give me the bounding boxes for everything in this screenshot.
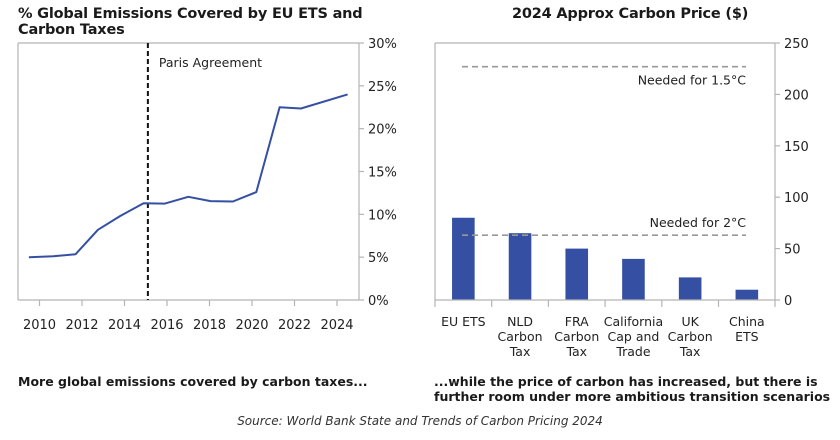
y-tick-label: 5% <box>368 251 389 266</box>
y-tick-label: 30% <box>368 37 397 52</box>
category-label: NLD <box>507 314 533 329</box>
source-note: Source: World Bank State and Trends of C… <box>237 414 603 428</box>
x-tick-label: 2016 <box>150 318 183 333</box>
y-tick-label: 25% <box>368 80 397 95</box>
right-chart-title: 2024 Approx Carbon Price ($) <box>512 6 749 22</box>
category-label: ETS <box>735 329 759 344</box>
bar-uk-carbon-tax <box>678 277 702 300</box>
target-1-5c-label: Needed for 1.5°C <box>638 73 747 88</box>
y-tick-label: 200 <box>784 88 809 103</box>
category-label: EU ETS <box>441 314 486 329</box>
y-tick-label: 15% <box>368 166 397 181</box>
left-line-chart: 0% 5% 10% 15% 20% 25% 30% 2010 2012 2014 2016 2018 2… <box>17 37 397 333</box>
category-label: Carbon <box>554 329 599 344</box>
right-caption: ...while the price of carbon has increas… <box>434 374 831 404</box>
paris-agreement-label: Paris Agreement <box>159 55 262 70</box>
y-tick-label: 100 <box>784 191 809 206</box>
x-tick-label: 2010 <box>23 318 56 333</box>
y-tick-label: 10% <box>368 208 397 223</box>
bar-nld-carbon-tax <box>508 233 532 300</box>
x-tick-label: 2014 <box>108 318 141 333</box>
x-tick-label: 2024 <box>320 318 353 333</box>
category-label: California <box>604 314 663 329</box>
category-label: Tax <box>509 344 531 359</box>
y-tick-label: 150 <box>784 140 809 155</box>
category-label: UK <box>681 314 699 329</box>
category-label: Cap and <box>608 329 660 344</box>
category-label: Carbon <box>498 329 543 344</box>
y-tick-label: 50 <box>784 243 801 258</box>
category-label: Trade <box>615 344 651 359</box>
category-label: Carbon <box>668 329 713 344</box>
left-chart-title: % Global Emissions Covered by EU ETS and… <box>18 6 363 38</box>
category-label: FRA <box>565 314 589 329</box>
x-tick-label: 2012 <box>65 318 98 333</box>
bar-china-ets <box>735 289 759 300</box>
y-tick-label: 0 <box>784 294 792 309</box>
y-tick-label: 20% <box>368 123 397 138</box>
bar-eu-ets <box>452 217 475 300</box>
left-caption: More global emissions covered by carbon … <box>18 374 368 389</box>
x-tick-label: 2020 <box>235 318 268 333</box>
bar-fra-carbon-tax <box>565 248 589 300</box>
x-tick-label: 2022 <box>278 318 311 333</box>
bar-california-cap-and-trade <box>622 258 645 300</box>
target-2c-label: Needed for 2°C <box>650 215 747 230</box>
category-label: Tax <box>565 344 587 359</box>
category-label: China <box>729 314 765 329</box>
series-line <box>28 93 348 259</box>
y-tick-label: 0% <box>368 294 389 309</box>
category-label: Tax <box>679 344 701 359</box>
x-tick-label: 2018 <box>193 318 226 333</box>
y-tick-label: 250 <box>784 37 809 52</box>
